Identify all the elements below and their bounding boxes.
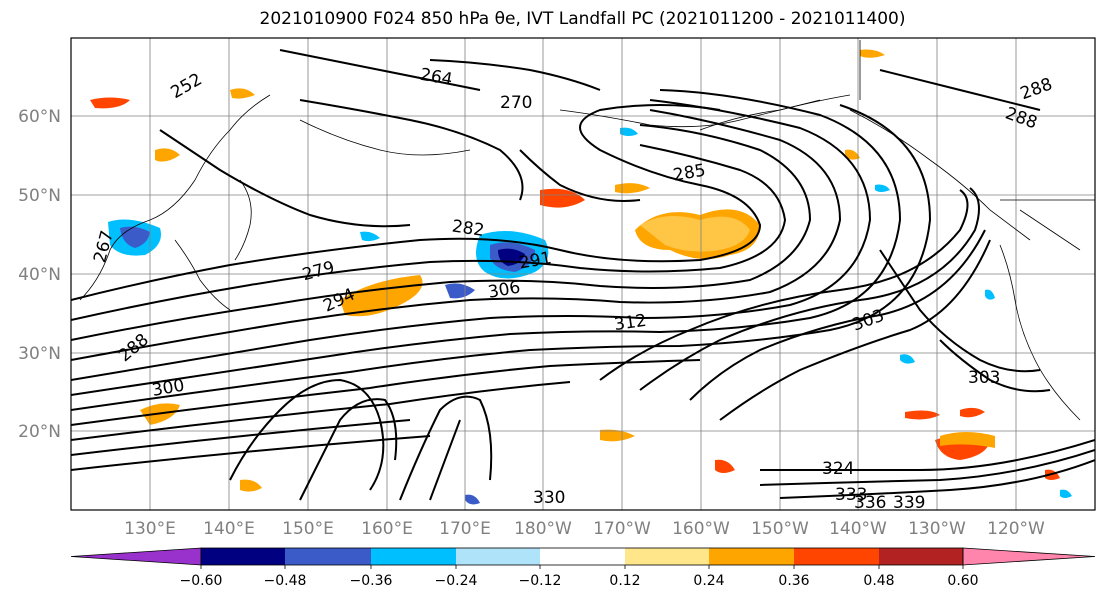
colorbar-segment [962, 547, 1096, 566]
lon-label: 170°E [439, 519, 491, 539]
coastlines [79, 40, 1095, 421]
lon-label: 150°E [282, 519, 334, 539]
map-plot: 264 270 252 285 282 291 267 279 294 306 … [71, 38, 1095, 513]
colorbar-segment [285, 548, 371, 565]
lon-label: 130°W [908, 519, 966, 539]
colorbar-segment [540, 548, 625, 565]
colorbar-segment [201, 548, 285, 565]
colorbar-segment [371, 548, 456, 565]
lon-label: 160°W [672, 519, 730, 539]
colorbar-segment [70, 547, 202, 566]
theta-e-contours [71, 49, 1095, 501]
lon-label: 160°E [361, 519, 413, 539]
contour-label: 303 [968, 368, 1000, 388]
grid-lines [71, 38, 1095, 510]
contour-label: 324 [822, 459, 854, 479]
lon-label: 140°W [829, 519, 887, 539]
contour-label: 312 [613, 311, 648, 335]
lon-label: 180°W [514, 519, 572, 539]
longitude-labels: 130°E 140°E 150°E 160°E 170°E 180°W 170°… [124, 519, 1045, 539]
lon-label: 120°W [987, 519, 1045, 539]
colorbar-segment [456, 548, 540, 565]
lat-label: 40°N [18, 265, 61, 285]
colorbar-tick-label: −0.48 [264, 573, 307, 589]
lat-label: 50°N [18, 186, 61, 206]
lon-label: 130°E [124, 519, 176, 539]
negative-shading [108, 127, 1072, 505]
colorbar-tick-label: 0.36 [778, 573, 809, 589]
colorbar-segment [879, 548, 963, 565]
contour-label: 282 [451, 217, 486, 241]
colorbar-tick-label: 0.12 [609, 573, 640, 589]
contour-label: 333 [835, 485, 867, 505]
contour-label: 330 [533, 488, 565, 508]
colorbar-segment [794, 548, 879, 565]
contour-label: 270 [500, 93, 532, 113]
lon-label: 170°W [593, 519, 651, 539]
contour-label: 339 [893, 493, 925, 513]
lat-label: 30°N [18, 344, 61, 364]
colorbar-tick-label: −0.36 [350, 573, 393, 589]
plot-frame [70, 37, 1096, 511]
lat-label: 60°N [18, 107, 61, 127]
lat-label: 20°N [18, 422, 61, 442]
latitude-labels: 60°N 50°N 40°N 30°N 20°N [18, 107, 61, 442]
colorbar-segment [625, 548, 709, 565]
colorbar-tick-label: −0.12 [519, 573, 562, 589]
colorbar-tick-label: 0.60 [947, 573, 978, 589]
colorbar-segment [709, 548, 794, 565]
lon-label: 140°E [203, 519, 255, 539]
colorbar-tick-label: −0.60 [180, 573, 223, 589]
lon-label: 150°W [751, 519, 809, 539]
colorbar-tick-label: 0.24 [693, 573, 724, 589]
colorbar-tick-label: −0.24 [435, 573, 478, 589]
contour-label: 336 [854, 493, 886, 513]
colorbar: −0.60 −0.48 −0.36 −0.24 −0.12 0.12 0.24 0.36 0.4… [70, 547, 1096, 589]
colorbar-tick-label: 0.48 [863, 573, 894, 589]
map-title: 2021010900 F024 850 hPa θe, IVT Landfall… [259, 9, 906, 29]
colorbar-outline [200, 547, 964, 566]
